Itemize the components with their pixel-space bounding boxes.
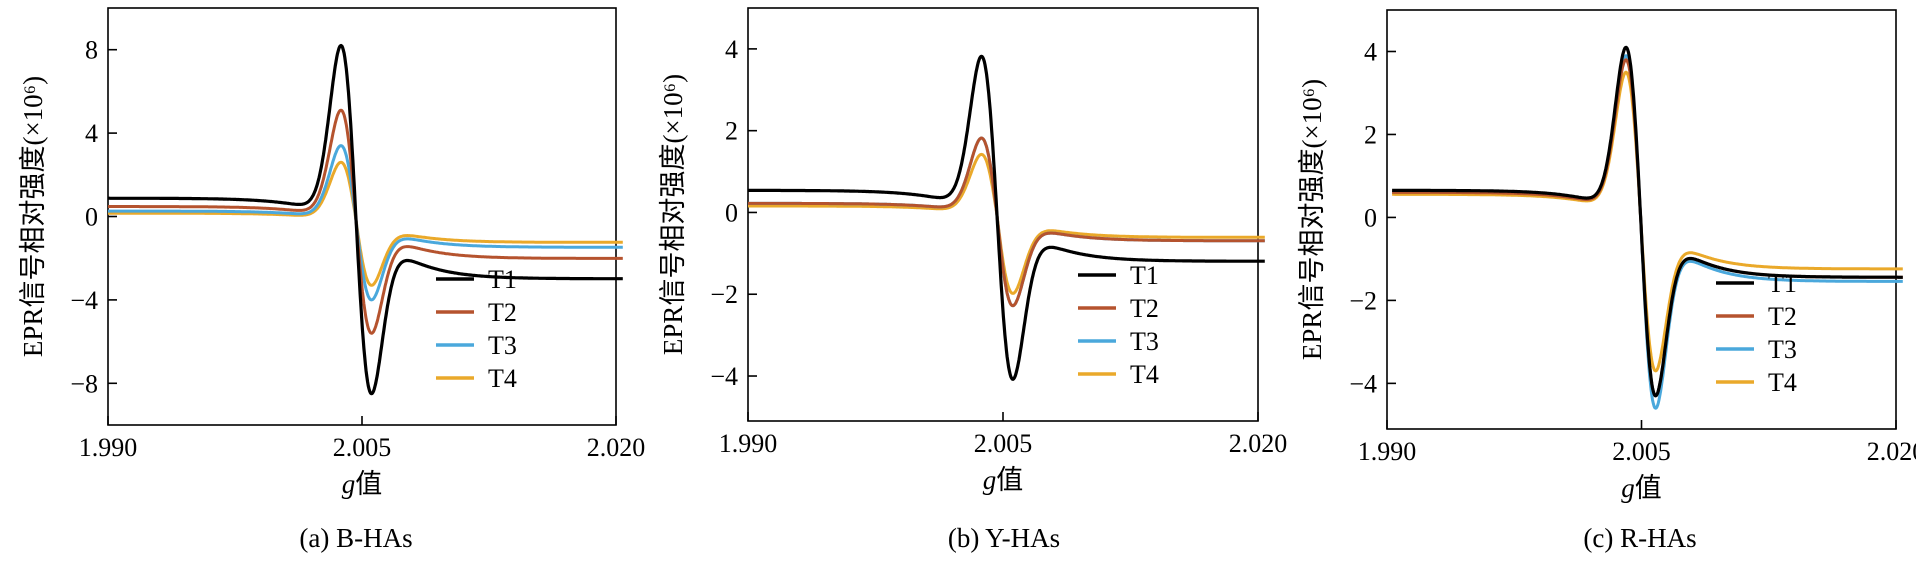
x-tick-label: 2.020 [1229, 429, 1288, 458]
series-line-T1 [107, 43, 624, 396]
plot-frame [747, 7, 1259, 422]
x-axis-title: g值 [983, 465, 1024, 495]
x-axis-title-rest: 值 [1635, 473, 1662, 503]
series-line-T4 [747, 152, 1266, 295]
legend-label: T1 [1768, 269, 1797, 298]
y-tick-label: −4 [710, 362, 738, 391]
series-line-T2 [747, 136, 1266, 308]
y-tick-label: 8 [85, 36, 98, 65]
y-axis-title: EPR信号相对强度(×10⁶) [658, 74, 688, 355]
y-axis-title: EPR信号相对强度(×10⁶) [1297, 79, 1327, 360]
panel-caption: (a) B-HAs [299, 523, 412, 553]
series-line-T2 [107, 108, 624, 335]
legend-label: T3 [1768, 335, 1797, 364]
panel-caption: (b) Y-HAs [948, 523, 1060, 553]
x-tick-label: 2.020 [1867, 437, 1916, 466]
x-tick-label: 1.990 [1358, 437, 1417, 466]
x-tick-label: 1.990 [79, 433, 138, 462]
series-line-T4 [107, 160, 624, 287]
chart-panel-1: −8 −4 0 4 8 1.990 2.005 2.020 g值 EPR信号相对强度(×10⁶) (… [18, 7, 646, 553]
legend-label: T2 [1768, 302, 1797, 331]
legend-label: T3 [1130, 327, 1159, 356]
y-tick-label: 2 [1364, 120, 1377, 149]
y-tick-label: 0 [725, 198, 738, 227]
y-tick-label: 4 [1364, 37, 1377, 66]
y-tick-label: −2 [710, 280, 738, 309]
chart-panel-3: −4 −2 0 2 4 1.990 2.005 2.020 g值 EPR信号相对强度(×10⁶) (… [1297, 9, 1916, 553]
y-tick-label: 0 [1364, 203, 1377, 232]
y-tick-label: 2 [725, 117, 738, 146]
x-axis-title: g值 [1621, 473, 1662, 503]
x-tick-label: 2.020 [587, 433, 646, 462]
y-tick-label: 0 [85, 203, 98, 232]
chart-panel-2: −4 −2 0 2 4 1.990 2.005 2.020 g值 EPR信号相对强度(×10⁶) (… [658, 7, 1288, 553]
x-tick-label: 2.005 [333, 433, 392, 462]
x-tick-label: 2.005 [1612, 437, 1671, 466]
legend-label: T1 [1130, 261, 1159, 290]
x-tick-label: 2.005 [974, 429, 1033, 458]
x-axis-title-rest: 值 [996, 465, 1023, 495]
series-line-T1 [1391, 45, 1904, 398]
panel-caption: (c) R-HAs [1583, 523, 1696, 553]
x-axis-title: g值 [342, 469, 383, 499]
x-axis-title-italic: g [342, 469, 356, 499]
y-tick-label: 4 [85, 119, 98, 148]
y-axis-title: EPR信号相对强度(×10⁶) [18, 76, 48, 357]
legend-label: T4 [1130, 360, 1159, 389]
legend-label: T4 [488, 364, 517, 393]
series-line-T1 [747, 54, 1266, 381]
y-tick-label: −4 [70, 286, 98, 315]
legend-label: T2 [488, 298, 517, 327]
legend-label: T2 [1130, 294, 1159, 323]
legend-label: T3 [488, 331, 517, 360]
x-axis-title-rest: 值 [355, 469, 382, 499]
series-line-T3 [107, 144, 624, 302]
y-tick-label: −2 [1349, 286, 1377, 315]
legend-label: T4 [1768, 368, 1797, 397]
legend-label: T1 [488, 265, 517, 294]
plot-frame [107, 7, 617, 426]
x-axis-title-italic: g [983, 465, 997, 495]
y-tick-label: 4 [725, 35, 738, 64]
x-tick-label: 1.990 [719, 429, 778, 458]
y-tick-label: −4 [1349, 369, 1377, 398]
x-axis-title-italic: g [1621, 473, 1635, 503]
y-tick-label: −8 [70, 369, 98, 398]
